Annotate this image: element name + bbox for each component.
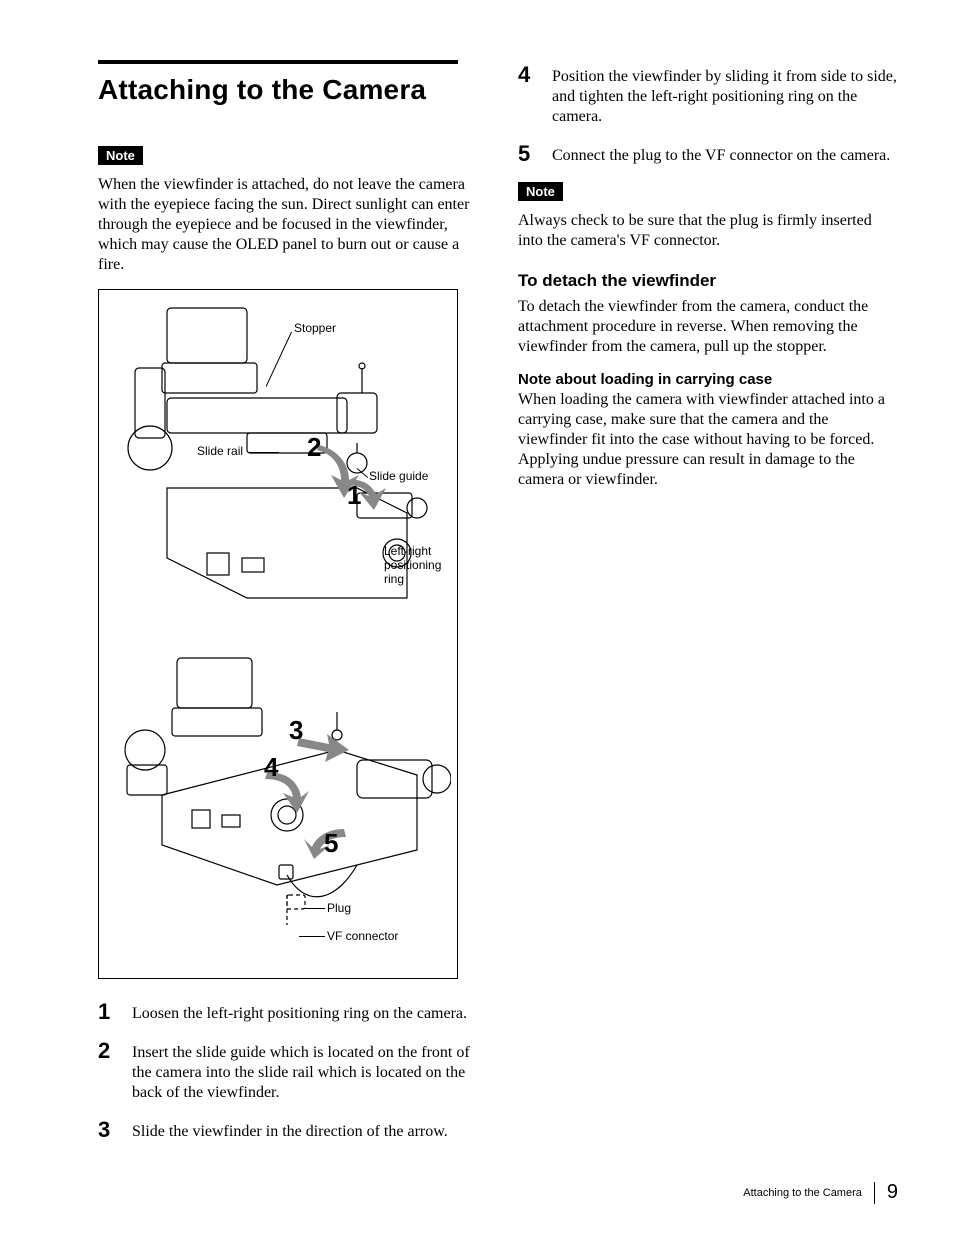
step-text: Position the viewfinder by sliding it fr… xyxy=(552,64,898,127)
note-badge-2: Note xyxy=(518,182,563,201)
leader-vf-connector xyxy=(299,936,325,937)
leader-plug xyxy=(303,908,325,909)
fig-num-5: 5 xyxy=(324,828,338,859)
fig-num-3: 3 xyxy=(289,715,303,746)
page-title: Attaching to the Camera xyxy=(98,74,478,106)
footer-section: Attaching to the Camera xyxy=(743,1187,862,1199)
detach-text: To detach the viewfinder from the camera… xyxy=(518,297,898,357)
note2-text: Always check to be sure that the plug is… xyxy=(518,211,898,251)
label-plug: Plug xyxy=(327,902,351,916)
fig-num-2: 2 xyxy=(307,432,321,463)
carrying-text: When loading the camera with viewfinder … xyxy=(518,390,898,490)
step-num: 3 xyxy=(98,1119,132,1141)
carrying-heading: Note about loading in carrying case xyxy=(518,371,898,388)
step-2: 2 Insert the slide guide which is locate… xyxy=(98,1040,478,1103)
note-badge: Note xyxy=(98,146,143,165)
figure-diagram: Stopper Slide rail Slide guide Left-righ… xyxy=(98,289,458,979)
step-3: 3 Slide the viewfinder in the direction … xyxy=(98,1119,478,1142)
two-column-layout: Attaching to the Camera Note When the vi… xyxy=(98,60,898,1158)
label-slide-rail: Slide rail xyxy=(197,445,243,459)
step-1: 1 Loosen the left-right positioning ring… xyxy=(98,1001,478,1024)
step-text: Insert the slide guide which is located … xyxy=(132,1040,478,1103)
detach-heading: To detach the viewfinder xyxy=(518,271,898,291)
camera-upper-illustration xyxy=(107,298,451,638)
leader-slide-rail xyxy=(249,452,279,453)
label-positioning-ring: Left-right positioning ring xyxy=(384,545,449,586)
page-footer: Attaching to the Camera 9 xyxy=(743,1181,898,1204)
steps-right: 4 Position the viewfinder by sliding it … xyxy=(518,64,898,166)
step-text: Loosen the left-right positioning ring o… xyxy=(132,1001,467,1024)
step-5: 5 Connect the plug to the VF connector o… xyxy=(518,143,898,166)
note1-text: When the viewfinder is attached, do not … xyxy=(98,175,478,275)
steps-left: 1 Loosen the left-right positioning ring… xyxy=(98,1001,478,1142)
step-num: 4 xyxy=(518,64,552,86)
label-slide-guide: Slide guide xyxy=(369,470,428,484)
step-num: 1 xyxy=(98,1001,132,1023)
left-column: Attaching to the Camera Note When the vi… xyxy=(98,60,478,1158)
fig-num-1: 1 xyxy=(347,480,361,511)
step-num: 5 xyxy=(518,143,552,165)
footer-divider xyxy=(874,1182,875,1204)
label-vf-connector: VF connector xyxy=(327,930,398,944)
footer-page-number: 9 xyxy=(887,1181,898,1204)
step-text: Slide the viewfinder in the direction of… xyxy=(132,1119,448,1142)
fig-num-4: 4 xyxy=(264,752,278,783)
step-4: 4 Position the viewfinder by sliding it … xyxy=(518,64,898,127)
page: Attaching to the Camera Note When the vi… xyxy=(0,0,954,1244)
title-rule xyxy=(98,60,458,64)
label-stopper: Stopper xyxy=(294,322,336,336)
step-text: Connect the plug to the VF connector on … xyxy=(552,143,890,166)
right-column: 4 Position the viewfinder by sliding it … xyxy=(518,60,898,1158)
step-num: 2 xyxy=(98,1040,132,1062)
